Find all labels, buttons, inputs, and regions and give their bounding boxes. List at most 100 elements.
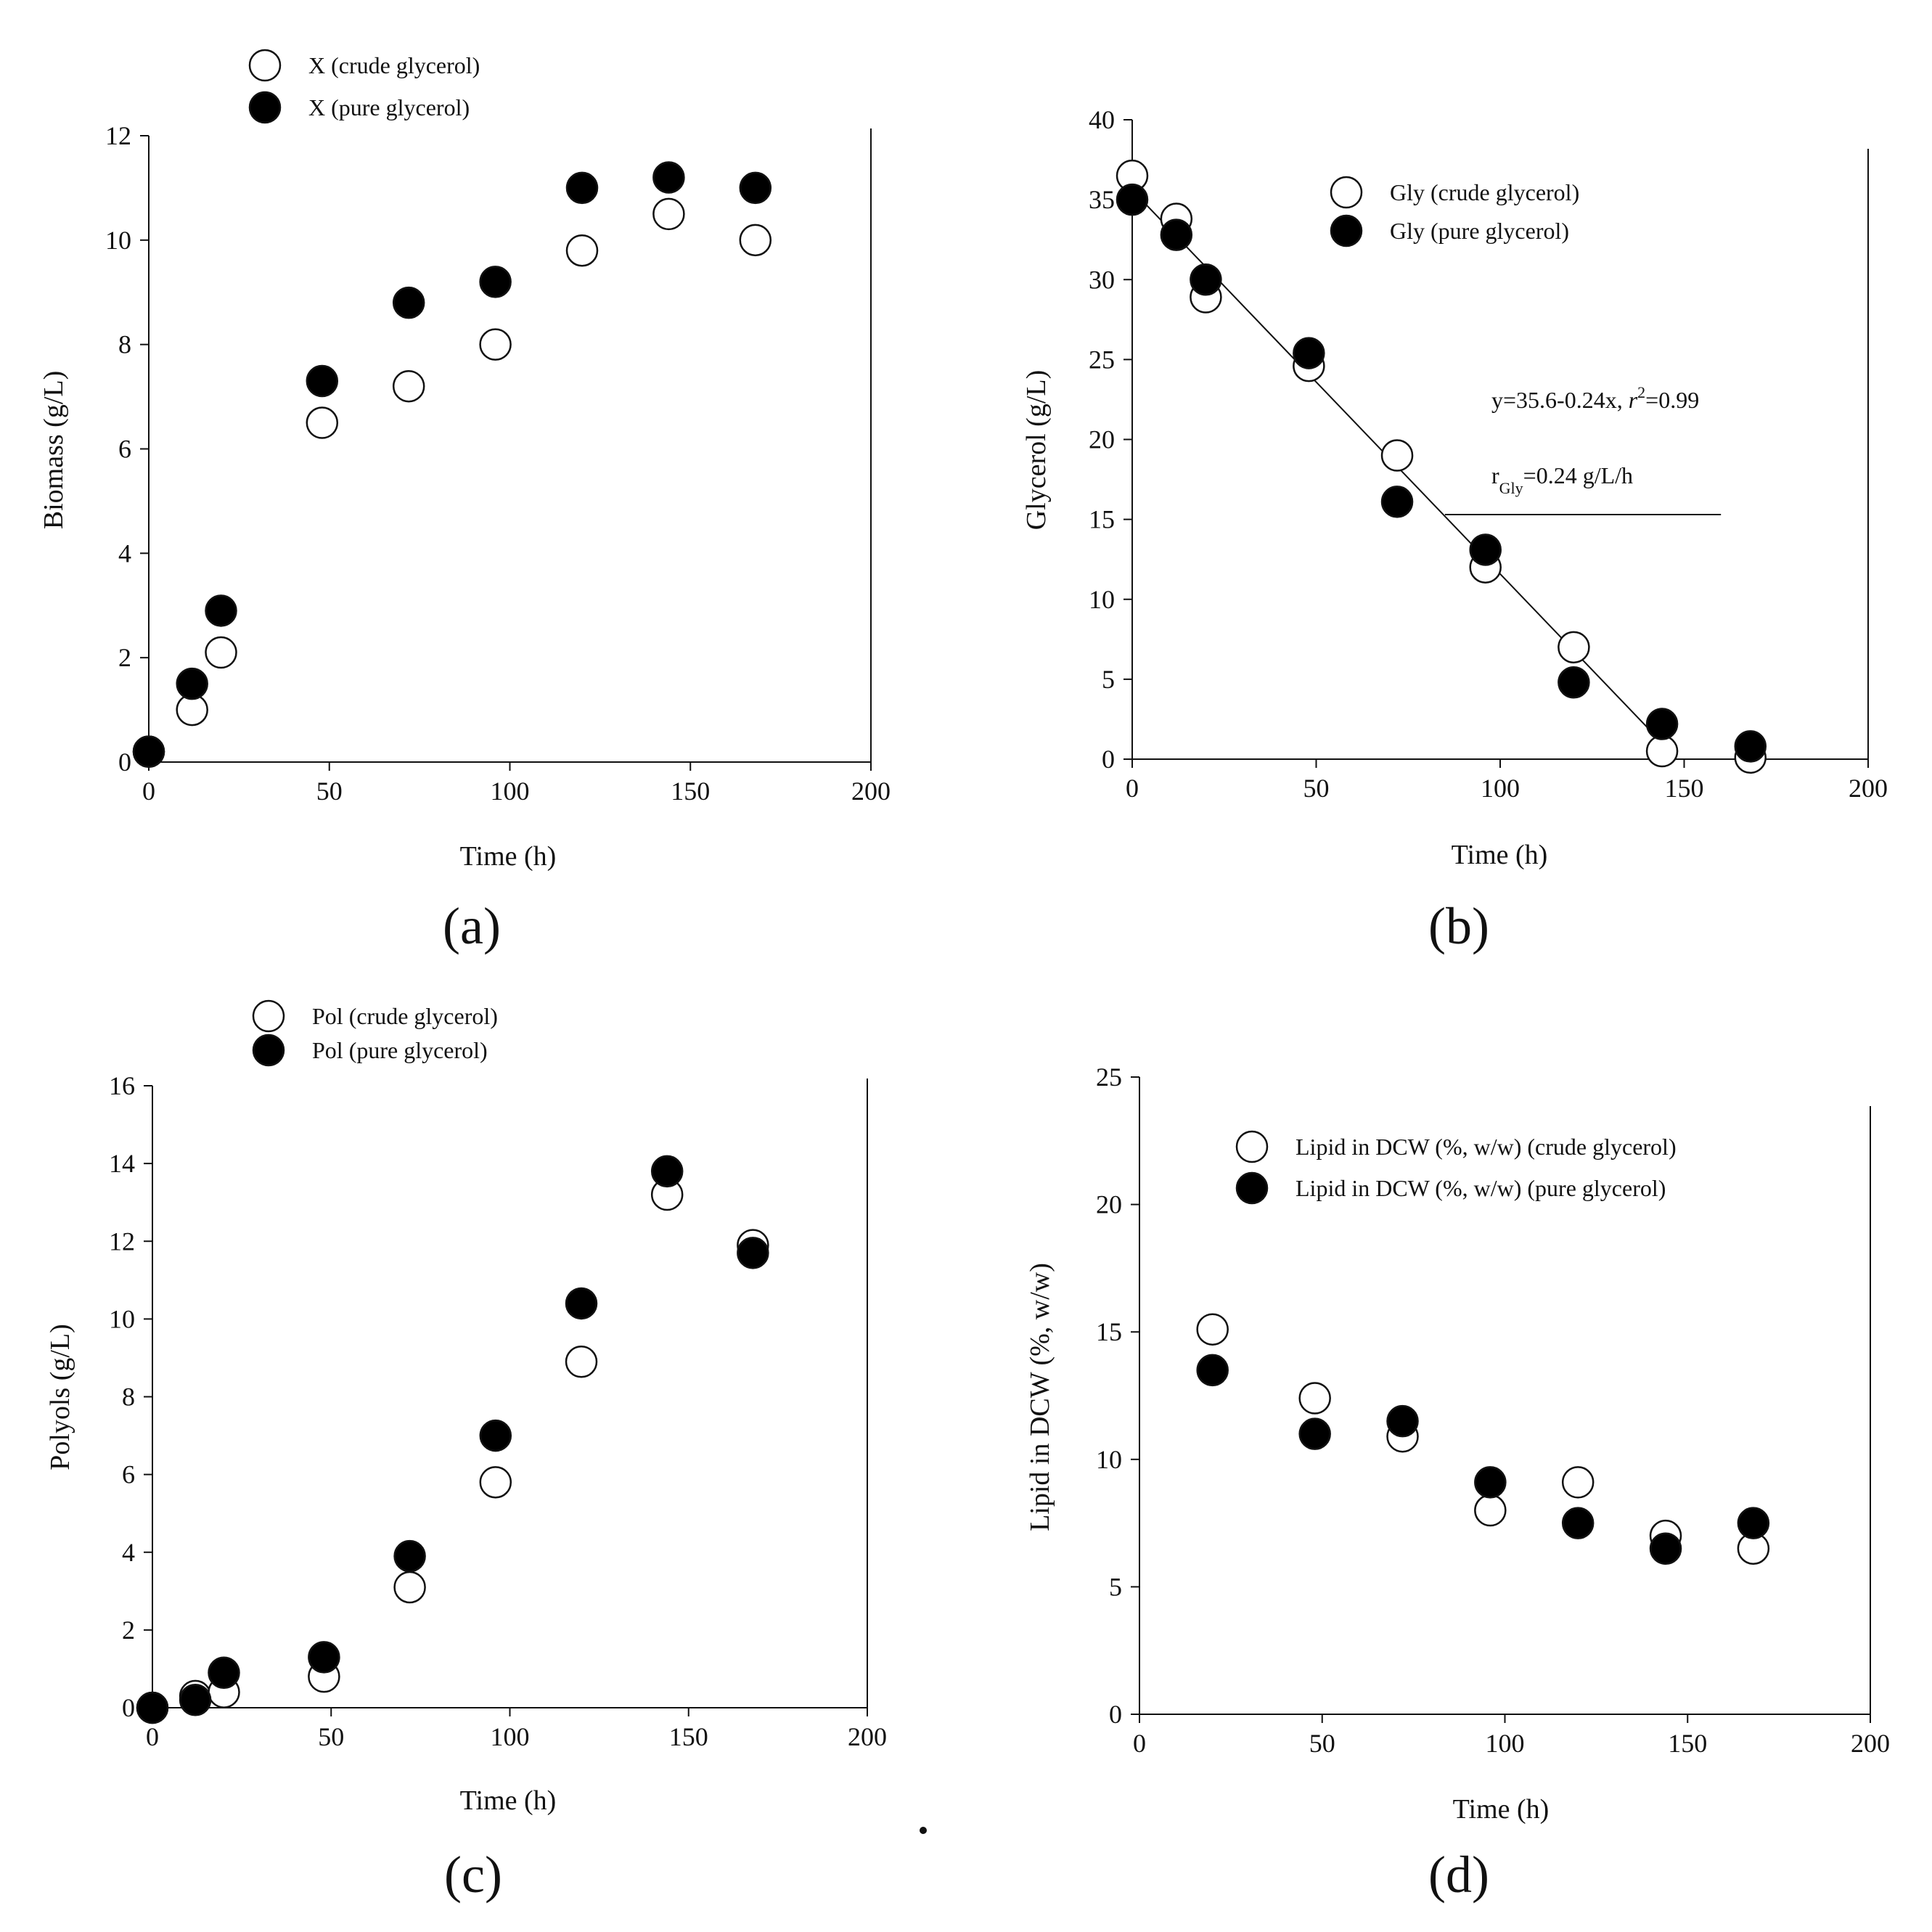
y-tick-label: 20 <box>1089 425 1115 454</box>
data-point-filled <box>306 364 339 398</box>
panel-b-glycerol: 0 50 100 150 200 0 5 10 15 20 25 30 35 40 Gly (crude … <box>1021 105 1888 955</box>
panel-c-polyols: 0 50 100 150 200 0 2 4 6 8 10 12 14 16 Pol (crude gly… <box>45 999 887 1904</box>
panel-a-legend: X (crude glycerol) X (pure glycerol) <box>248 49 480 124</box>
data-point-filled <box>1190 263 1222 296</box>
y-tick-label: 12 <box>105 121 131 150</box>
x-axis-title: Time (h) <box>460 841 557 872</box>
x-tick-label: 50 <box>318 1722 344 1751</box>
data-point-filled <box>1380 486 1414 518</box>
stray-dot <box>920 1827 927 1834</box>
legend-marker-open <box>1330 176 1363 209</box>
y-tick-label: 12 <box>109 1227 135 1256</box>
y-tick-label: 6 <box>122 1460 135 1489</box>
x-tick-label: 50 <box>1303 774 1330 803</box>
data-point-open <box>1645 734 1679 768</box>
rate-symbol: r <box>1491 462 1499 488</box>
rate-value: =0.24 g/L/h <box>1523 462 1633 488</box>
y-tick-label: 16 <box>109 1071 135 1100</box>
x-axis-title: Time (h) <box>460 1785 557 1816</box>
y-tick-label: 2 <box>122 1616 135 1645</box>
panel-b-marks: 0 50 100 150 200 0 5 10 15 20 25 30 35 40 <box>1089 105 1888 803</box>
data-point-open <box>565 234 599 267</box>
data-point-filled <box>739 171 772 205</box>
data-point-filled <box>1474 1466 1507 1499</box>
x-tick-label: 150 <box>1665 774 1704 803</box>
data-point-open <box>205 636 237 669</box>
data-point-filled <box>1196 1354 1229 1387</box>
panel-label: (c) <box>444 1846 502 1904</box>
data-point-open <box>739 224 772 257</box>
data-point-open <box>1380 439 1414 472</box>
y-tick-label: 5 <box>1109 1572 1122 1601</box>
x-tick-label: 0 <box>146 1722 159 1751</box>
legend-label-crude: Pol (crude glycerol) <box>312 1003 498 1029</box>
data-point-filled <box>479 1419 512 1452</box>
x-tick-label: 100 <box>491 1722 530 1751</box>
fit-equation-annotation: y=35.6-0.24x, r2=0.99 <box>1491 383 1699 413</box>
panel-d-lipid: 0 50 100 150 200 0 5 10 15 20 25 Lipid in DCW (%, … <box>1025 1063 1890 1904</box>
x-tick-label: 150 <box>671 777 710 806</box>
panel-label: (b) <box>1428 897 1489 955</box>
panel-label: (d) <box>1428 1846 1489 1904</box>
data-point-filled <box>1298 1417 1331 1450</box>
y-tick-label: 8 <box>118 330 131 359</box>
y-tick-label: 30 <box>1089 265 1115 294</box>
data-point-filled <box>179 1684 212 1716</box>
x-axis-title: Time (h) <box>1452 840 1548 870</box>
y-tick-label: 40 <box>1089 105 1115 134</box>
data-point-open <box>1196 1313 1229 1346</box>
data-point-filled <box>205 594 237 627</box>
data-point-open <box>1558 631 1590 664</box>
x-tick-label: 200 <box>1849 774 1888 803</box>
data-point-filled <box>1116 183 1149 216</box>
data-point-filled <box>1469 533 1502 566</box>
y-tick-label: 8 <box>122 1383 135 1412</box>
y-tick-label: 25 <box>1089 345 1115 374</box>
data-point-filled <box>1386 1404 1419 1438</box>
x-tick-label: 200 <box>851 777 891 806</box>
data-point-filled <box>392 286 425 319</box>
panel-d-marks: 0 50 100 150 200 0 5 10 15 20 25 <box>1096 1063 1890 1758</box>
data-point-filled <box>1561 1507 1595 1539</box>
data-point-open <box>393 1571 426 1604</box>
x-tick-label: 0 <box>142 777 155 806</box>
y-tick-label: 5 <box>1102 665 1115 694</box>
legend-label-crude: Lipid in DCW (%, w/w) (crude glycerol) <box>1295 1134 1677 1160</box>
y-tick-label: 15 <box>1089 505 1115 534</box>
legend-marker-open <box>1235 1130 1269 1163</box>
y-tick-label: 6 <box>118 435 131 464</box>
panel-b-legend: Gly (crude glycerol) Gly (pure glycerol) <box>1330 176 1579 247</box>
legend-marker-filled <box>1235 1171 1269 1205</box>
y-tick-label: 0 <box>118 748 131 777</box>
y-tick-label: 10 <box>1089 585 1115 614</box>
data-point-filled <box>132 735 165 768</box>
y-tick-label: 2 <box>118 643 131 672</box>
data-point-filled <box>1737 1507 1770 1539</box>
x-tick-label: 50 <box>1309 1729 1335 1758</box>
data-point-filled <box>565 171 599 205</box>
legend-marker-filled <box>248 91 282 124</box>
x-tick-label: 0 <box>1126 774 1139 803</box>
data-point-filled <box>393 1539 426 1573</box>
x-tick-label: 150 <box>669 1722 708 1751</box>
data-point-filled <box>737 1237 769 1269</box>
y-axis-title: Glycerol (g/L) <box>1021 370 1052 531</box>
data-point-filled <box>1645 708 1679 740</box>
fit-equation-superscript: 2 <box>1637 383 1645 401</box>
legend-label-pure: Lipid in DCW (%, w/w) (pure glycerol) <box>1295 1175 1666 1201</box>
data-point-open <box>565 1346 598 1378</box>
data-point-open <box>479 1466 512 1499</box>
legend-marker-open <box>248 49 282 82</box>
y-tick-label: 20 <box>1096 1190 1122 1219</box>
panel-label: (a) <box>443 897 501 955</box>
panel-c-legend: Pol (crude glycerol) Pol (pure glycerol) <box>252 999 498 1067</box>
legend-label-crude: Gly (crude glycerol) <box>1390 179 1579 205</box>
data-point-open <box>1561 1466 1595 1499</box>
y-tick-label: 0 <box>122 1693 135 1722</box>
data-point-open <box>1298 1382 1331 1415</box>
data-point-filled <box>308 1641 340 1674</box>
y-axis-title: Lipid in DCW (%, w/w) <box>1025 1263 1055 1531</box>
x-tick-label: 100 <box>1486 1729 1525 1758</box>
y-tick-label: 10 <box>105 226 131 255</box>
data-point-filled <box>1649 1532 1682 1565</box>
